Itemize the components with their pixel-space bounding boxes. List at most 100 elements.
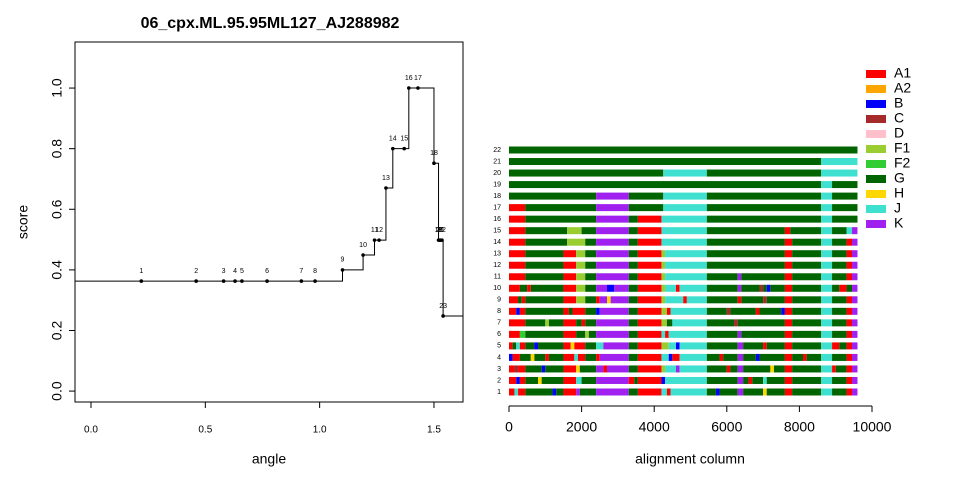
segment — [607, 296, 611, 304]
legend-swatch — [866, 70, 886, 78]
segment — [846, 365, 853, 373]
point-label: 17 — [414, 75, 422, 82]
segment — [628, 319, 638, 327]
segment — [576, 365, 580, 373]
point — [440, 238, 444, 242]
segment — [792, 319, 822, 327]
segment — [509, 365, 515, 373]
segment — [784, 284, 793, 292]
segment — [832, 192, 858, 200]
segment — [792, 342, 822, 350]
segment — [832, 250, 847, 258]
row-label: 17 — [493, 204, 501, 211]
point — [265, 279, 269, 283]
segment — [661, 273, 666, 281]
segment — [852, 307, 858, 315]
point-label: 16 — [405, 75, 413, 82]
segment — [509, 192, 597, 200]
segment — [661, 261, 666, 269]
segment — [821, 307, 833, 315]
segment — [790, 227, 822, 235]
segment — [832, 238, 847, 246]
segment — [679, 284, 707, 292]
chart-title: 06_cpx.ML.95.95ML127_AJ288982 — [141, 15, 400, 32]
segment — [661, 330, 666, 338]
segment — [679, 353, 707, 361]
segment — [741, 330, 785, 338]
segment — [784, 342, 793, 350]
row-label: 20 — [493, 170, 501, 177]
point-label: 6 — [265, 268, 269, 275]
segment — [730, 307, 756, 315]
segment — [666, 307, 671, 315]
segment — [706, 376, 738, 384]
segment — [509, 307, 517, 315]
segment — [596, 192, 629, 200]
segment — [599, 353, 629, 361]
segment — [610, 296, 629, 304]
segment — [534, 353, 546, 361]
segment — [661, 250, 666, 258]
point-label: 3 — [222, 268, 226, 275]
segment — [628, 250, 638, 258]
segment — [832, 319, 847, 327]
point-label: 12 — [375, 227, 383, 234]
segment — [852, 330, 858, 338]
segment — [784, 296, 793, 304]
segment — [661, 319, 667, 327]
segment — [839, 284, 847, 292]
segment — [706, 353, 720, 361]
segment — [563, 330, 577, 338]
segment — [530, 353, 535, 361]
segment — [852, 319, 858, 327]
point — [313, 279, 317, 283]
segment — [666, 319, 673, 327]
segment — [607, 284, 615, 292]
segment — [737, 353, 744, 361]
segment — [821, 204, 833, 212]
segment — [628, 388, 638, 396]
legend-label: C — [894, 110, 904, 126]
segment — [743, 353, 756, 361]
point — [441, 314, 445, 318]
segment — [832, 342, 840, 350]
segment — [596, 353, 600, 361]
segment — [548, 353, 564, 361]
segment — [637, 388, 662, 396]
segment — [581, 227, 597, 235]
segment — [852, 388, 858, 396]
point-label: 1 — [139, 268, 143, 275]
point-label: 19 — [435, 227, 443, 234]
segment — [596, 238, 629, 246]
segment — [706, 204, 822, 212]
segment — [541, 376, 564, 384]
segment — [563, 261, 577, 269]
segment — [628, 365, 638, 373]
segment — [763, 296, 767, 304]
segment — [835, 365, 847, 373]
point — [377, 238, 381, 242]
segment — [665, 330, 669, 338]
segment — [679, 365, 707, 373]
segment — [518, 365, 526, 373]
segment — [784, 273, 793, 281]
segment — [585, 319, 597, 327]
segment — [525, 204, 597, 212]
segment — [846, 307, 853, 315]
x-axis-label: angle — [252, 451, 286, 467]
x-tick-label: 10000 — [853, 419, 892, 435]
segment — [846, 261, 853, 269]
segment — [784, 261, 793, 269]
segment — [628, 227, 638, 235]
segment — [596, 215, 629, 223]
segment — [661, 342, 669, 350]
segment — [792, 296, 822, 304]
segment — [672, 353, 680, 361]
segment — [737, 376, 744, 384]
segment — [792, 388, 822, 396]
segment — [821, 342, 833, 350]
x-tick-label: 4000 — [639, 419, 670, 435]
segment — [706, 284, 738, 292]
segment — [509, 330, 520, 338]
segment — [576, 388, 580, 396]
